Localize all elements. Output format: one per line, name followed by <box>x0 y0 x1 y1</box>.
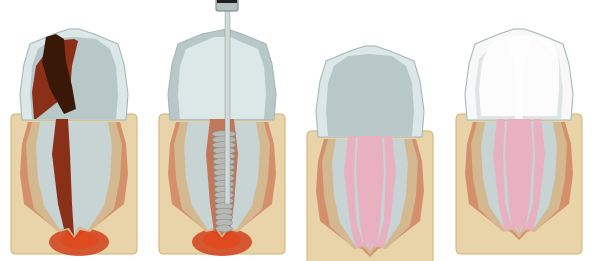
Ellipse shape <box>49 228 109 256</box>
Polygon shape <box>20 122 128 240</box>
Polygon shape <box>168 29 276 120</box>
Ellipse shape <box>212 130 236 138</box>
Polygon shape <box>184 122 260 234</box>
Polygon shape <box>356 136 384 251</box>
Polygon shape <box>332 139 408 251</box>
Polygon shape <box>471 122 567 238</box>
Polygon shape <box>481 122 557 234</box>
Polygon shape <box>206 119 238 236</box>
Ellipse shape <box>213 147 235 154</box>
Ellipse shape <box>213 164 235 171</box>
Polygon shape <box>20 29 128 120</box>
Polygon shape <box>42 34 76 114</box>
Polygon shape <box>465 29 573 120</box>
Ellipse shape <box>216 220 232 226</box>
Ellipse shape <box>214 197 233 204</box>
Polygon shape <box>316 139 424 257</box>
Ellipse shape <box>214 186 234 193</box>
Polygon shape <box>322 139 418 255</box>
Polygon shape <box>26 122 122 238</box>
Ellipse shape <box>214 175 234 182</box>
Polygon shape <box>316 46 424 137</box>
Polygon shape <box>475 37 517 119</box>
Polygon shape <box>168 122 276 240</box>
FancyBboxPatch shape <box>456 114 582 254</box>
FancyBboxPatch shape <box>159 114 285 254</box>
Ellipse shape <box>213 153 235 160</box>
Ellipse shape <box>212 136 236 143</box>
Polygon shape <box>36 122 112 234</box>
Polygon shape <box>465 122 573 240</box>
Polygon shape <box>493 119 515 234</box>
Ellipse shape <box>216 225 232 232</box>
FancyBboxPatch shape <box>11 114 137 254</box>
Polygon shape <box>52 119 74 236</box>
Polygon shape <box>344 136 366 251</box>
Polygon shape <box>326 54 414 136</box>
Ellipse shape <box>213 158 235 165</box>
Ellipse shape <box>214 192 233 199</box>
Ellipse shape <box>215 203 233 210</box>
FancyBboxPatch shape <box>307 131 433 261</box>
Ellipse shape <box>60 231 98 249</box>
Ellipse shape <box>216 214 233 221</box>
Polygon shape <box>32 39 78 119</box>
Ellipse shape <box>213 142 236 149</box>
Ellipse shape <box>192 228 252 256</box>
Polygon shape <box>374 136 396 251</box>
Polygon shape <box>30 37 118 119</box>
Ellipse shape <box>214 181 234 187</box>
Ellipse shape <box>203 231 241 249</box>
Polygon shape <box>505 119 533 234</box>
Polygon shape <box>178 37 266 119</box>
Ellipse shape <box>214 169 235 176</box>
Polygon shape <box>479 35 559 116</box>
Ellipse shape <box>215 208 233 215</box>
Bar <box>217 0 237 3</box>
Polygon shape <box>521 37 563 119</box>
Bar <box>225 9 230 204</box>
Polygon shape <box>523 119 545 234</box>
FancyBboxPatch shape <box>216 0 238 11</box>
Polygon shape <box>174 122 270 238</box>
